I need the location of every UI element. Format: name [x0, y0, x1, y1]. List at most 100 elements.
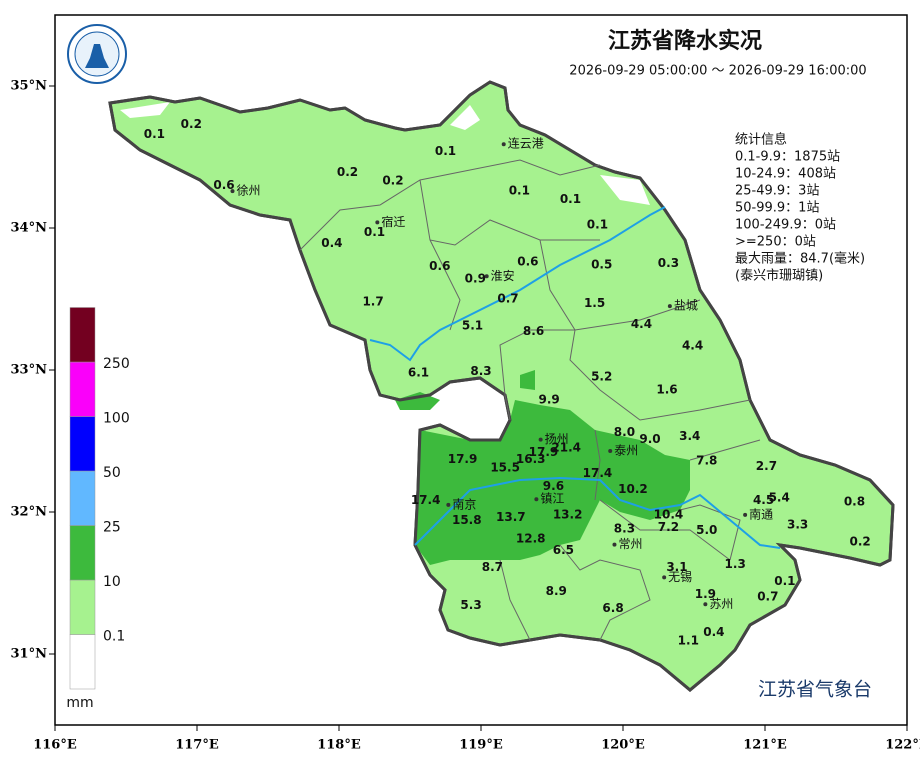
- station-value: 1.9: [695, 587, 716, 601]
- station-value: 13.7: [496, 510, 526, 524]
- stat-line: 10-24.9：408站: [735, 167, 836, 182]
- station-value: 6.5: [553, 543, 574, 557]
- city-dot: [667, 304, 672, 309]
- station-value: 1.7: [362, 294, 383, 308]
- city-label: 扬州: [545, 431, 569, 446]
- city-label: 常州: [618, 537, 642, 551]
- station-value: 17.9: [529, 445, 559, 459]
- station-value: 4.4: [631, 317, 652, 331]
- station-value: 8.9: [546, 584, 567, 598]
- station-value: 0.4: [321, 236, 342, 250]
- legend-label: 25: [103, 520, 121, 536]
- legend-label: 100: [103, 411, 130, 427]
- station-value: 6.1: [408, 365, 429, 379]
- station-value: 0.2: [181, 117, 202, 131]
- city-dot: [612, 542, 617, 547]
- legend-swatch: [69, 361, 96, 417]
- station-value: 0.1: [435, 144, 456, 158]
- city-label: 南通: [749, 506, 773, 521]
- city-label: 盐城: [674, 299, 698, 313]
- station-value: 5.0: [696, 523, 717, 537]
- city-dot: [534, 497, 539, 502]
- yangtze-river: [414, 476, 781, 549]
- station-value: 0.1: [509, 184, 530, 198]
- station-value: 3.4: [679, 429, 700, 443]
- station-value: 0.1: [774, 574, 795, 588]
- logo: [67, 24, 127, 84]
- station-value: 0.2: [850, 534, 871, 548]
- x-tick-label: 121°E: [743, 738, 787, 753]
- station-value: 8.3: [470, 364, 491, 378]
- city-dot: [375, 220, 380, 225]
- legend-swatch: [69, 416, 96, 472]
- legend-swatch: [69, 307, 96, 363]
- legend-swatch: [69, 579, 96, 635]
- station-value: 1.5: [584, 296, 605, 310]
- station-value: 0.3: [658, 256, 679, 270]
- canal: [369, 206, 666, 362]
- station-value: 9.9: [539, 392, 560, 406]
- station-value: 12.8: [516, 531, 546, 545]
- station-value: 10.2: [618, 482, 648, 496]
- station-value: 17.4: [583, 466, 613, 480]
- city-dot: [608, 448, 613, 453]
- station-value: 4.4: [682, 338, 703, 352]
- station-value: 5.1: [462, 318, 483, 332]
- station-value: 17.9: [448, 452, 478, 466]
- station-value: 8.3: [614, 522, 635, 536]
- station-value: 5.3: [460, 598, 481, 612]
- title: 江苏省降水实况: [608, 28, 762, 54]
- station-value: 17.4: [411, 493, 441, 507]
- stat-line: 50-99.9：1站: [735, 201, 819, 216]
- station-value: 0.2: [382, 174, 403, 188]
- station-value: 13.2: [553, 507, 583, 521]
- station-value: 9.0: [639, 432, 660, 446]
- x-tick-label: 122°E: [885, 738, 920, 753]
- city-label: 无锡: [668, 569, 692, 584]
- stat-line: (泰兴市珊瑚镇): [735, 268, 823, 284]
- y-tick-label: 34°N: [11, 221, 48, 236]
- station-value: 5.4: [769, 490, 790, 504]
- city-label: 南京: [452, 496, 476, 511]
- city-dot: [484, 274, 489, 279]
- station-value: 0.6: [517, 255, 538, 269]
- stat-line: >=250：0站: [735, 235, 816, 250]
- city-label: 连云港: [508, 136, 544, 151]
- station-value: 3.1: [666, 560, 687, 574]
- legend-swatch: [69, 525, 96, 581]
- station-value: 0.6: [429, 259, 450, 273]
- city-label: 泰州: [614, 443, 638, 457]
- station-value: 10.4: [654, 507, 684, 521]
- city-label: 镇江: [540, 492, 564, 506]
- legend-unit: mm: [66, 695, 93, 711]
- station-value: 3.3: [787, 517, 808, 531]
- x-tick-label: 116°E: [33, 738, 77, 753]
- stats: 统计信息 0.1-9.9：1875站 10-24.9：408站 25-49.9：3站 5…: [735, 132, 865, 284]
- city-dot: [743, 512, 748, 517]
- city-label: 苏州: [709, 597, 733, 611]
- legend-label: 0.1: [103, 629, 125, 645]
- station-value: 15.8: [452, 513, 482, 527]
- station-value: 8.7: [482, 560, 503, 574]
- x-tick-label: 119°E: [459, 738, 503, 753]
- y-tick-label: 31°N: [11, 647, 48, 662]
- province-border: [108, 80, 895, 692]
- station-value: 5.2: [591, 370, 612, 384]
- city-dot: [662, 575, 667, 580]
- heavy-rain-area: [395, 370, 690, 565]
- station-value: 8.0: [614, 425, 635, 439]
- station-value: 0.9: [465, 272, 486, 286]
- city-dot: [230, 189, 235, 194]
- legend-label: 10: [103, 574, 121, 590]
- station-value: 8.6: [523, 324, 544, 338]
- station-value: 9.6: [543, 479, 564, 493]
- legend-label: 250: [103, 356, 130, 372]
- legend-swatch: [69, 470, 96, 526]
- station-value: 21.4: [551, 441, 581, 455]
- station-value: 15.5: [490, 460, 520, 474]
- city-dot: [703, 602, 708, 607]
- time-range: 2026-09-29 05:00:00 ～ 2026-09-29 16:00:0…: [569, 64, 866, 79]
- station-value: 7.8: [696, 453, 717, 467]
- stat-line: 统计信息: [735, 132, 787, 148]
- stat-line: 0.1-9.9：1875站: [735, 150, 840, 165]
